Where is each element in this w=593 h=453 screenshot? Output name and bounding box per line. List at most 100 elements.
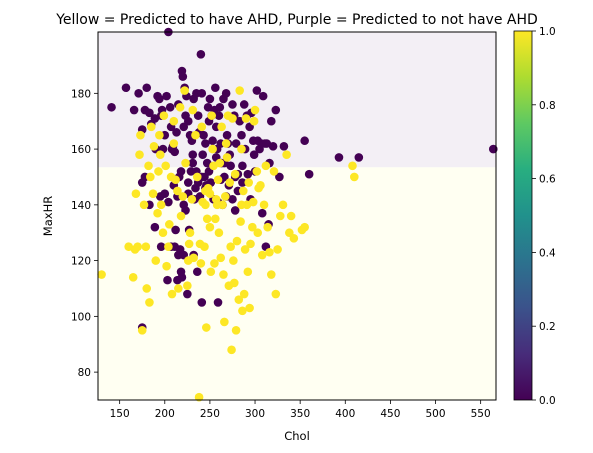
point-class-1 xyxy=(286,211,296,221)
point-class-1 xyxy=(142,284,152,293)
point-class-1 xyxy=(167,289,177,299)
point-class-1 xyxy=(164,242,173,251)
x-axis-ticks: 150 200 250 300 350 400 450 500 550 xyxy=(110,400,491,420)
colorbar-ticks: 0.0 0.2 0.4 0.6 0.8 1.0 xyxy=(532,26,556,407)
point-class-0 xyxy=(354,153,364,162)
point-class-1 xyxy=(210,259,219,268)
point-class-0 xyxy=(197,298,207,307)
point-class-0 xyxy=(198,150,207,159)
point-class-1 xyxy=(139,200,149,210)
point-class-0 xyxy=(238,161,247,171)
colorbar-tick-label: 0.2 xyxy=(539,321,556,333)
point-class-1 xyxy=(235,86,244,95)
point-class-1 xyxy=(148,189,158,198)
point-class-1 xyxy=(173,186,182,196)
point-class-1 xyxy=(201,200,210,210)
x-tick-label: 200 xyxy=(155,408,175,420)
x-tick-label: 450 xyxy=(380,408,400,420)
point-class-0 xyxy=(268,142,278,151)
decision-regions xyxy=(98,32,496,400)
point-class-1 xyxy=(238,306,247,316)
y-tick-label: 120 xyxy=(71,256,91,268)
point-class-1 xyxy=(221,139,231,148)
point-class-1 xyxy=(208,144,217,154)
point-class-0 xyxy=(193,111,203,120)
point-class-0 xyxy=(178,72,188,81)
y-tick-label: 140 xyxy=(71,200,91,212)
point-class-1 xyxy=(135,150,144,159)
point-class-1 xyxy=(153,208,162,218)
point-class-0 xyxy=(334,153,344,162)
point-class-0 xyxy=(228,194,237,204)
point-class-1 xyxy=(180,86,189,95)
point-class-1 xyxy=(261,161,271,171)
point-class-1 xyxy=(252,167,262,176)
point-class-1 xyxy=(263,222,272,232)
point-class-0 xyxy=(275,172,284,182)
point-class-1 xyxy=(348,161,357,171)
point-class-1 xyxy=(176,211,186,221)
point-class-1 xyxy=(137,326,147,335)
point-class-1 xyxy=(222,153,232,162)
point-class-1 xyxy=(146,122,156,132)
point-class-0 xyxy=(222,130,232,140)
point-class-1 xyxy=(230,169,240,179)
point-class-1 xyxy=(189,253,198,263)
point-class-0 xyxy=(279,142,289,151)
point-class-0 xyxy=(249,150,259,159)
point-class-1 xyxy=(253,228,263,238)
point-class-1 xyxy=(191,130,200,140)
point-class-1 xyxy=(194,392,204,402)
point-class-0 xyxy=(228,100,237,109)
point-class-0 xyxy=(196,50,206,59)
point-class-0 xyxy=(171,225,180,235)
point-class-0 xyxy=(129,105,139,115)
point-class-1 xyxy=(237,200,246,210)
point-class-1 xyxy=(149,142,159,151)
x-tick-label: 150 xyxy=(110,408,130,420)
point-class-1 xyxy=(192,172,202,182)
point-class-1 xyxy=(169,116,179,126)
point-class-1 xyxy=(239,289,249,299)
point-class-1 xyxy=(171,175,180,185)
point-class-0 xyxy=(142,83,152,93)
point-class-1 xyxy=(169,139,179,148)
point-class-1 xyxy=(214,228,224,238)
point-class-0 xyxy=(231,139,241,148)
point-class-1 xyxy=(241,114,251,123)
point-class-0 xyxy=(239,100,249,109)
point-class-1 xyxy=(250,105,260,115)
y-tick-label: 160 xyxy=(71,144,91,156)
point-class-0 xyxy=(266,116,276,126)
point-class-1 xyxy=(269,167,279,176)
point-class-1 xyxy=(136,130,145,140)
point-class-0 xyxy=(163,275,172,285)
point-class-1 xyxy=(145,298,154,307)
point-class-1 xyxy=(282,150,291,159)
point-class-1 xyxy=(228,114,237,123)
point-class-1 xyxy=(243,267,253,277)
point-class-1 xyxy=(197,122,207,132)
point-class-1 xyxy=(218,200,227,210)
point-class-0 xyxy=(304,169,314,179)
point-class-0 xyxy=(192,267,202,277)
point-class-1 xyxy=(276,211,285,221)
point-class-1 xyxy=(215,158,225,168)
point-class-1 xyxy=(154,167,163,176)
point-class-1 xyxy=(128,273,138,282)
point-class-1 xyxy=(202,214,212,224)
point-class-1 xyxy=(231,326,241,335)
point-class-1 xyxy=(226,242,235,251)
point-class-1 xyxy=(217,122,226,132)
point-class-0 xyxy=(271,105,281,115)
plot-frame xyxy=(97,31,497,401)
chart-title: Yellow = Predicted to have AHD, Purple =… xyxy=(55,12,538,28)
point-class-0 xyxy=(211,83,220,93)
point-class-1 xyxy=(219,270,228,279)
point-class-1 xyxy=(234,295,244,304)
point-class-1 xyxy=(144,161,153,171)
x-tick-label: 500 xyxy=(426,408,446,420)
x-tick-label: 400 xyxy=(335,408,355,420)
colorbar-tick-label: 0.6 xyxy=(539,174,556,186)
point-class-0 xyxy=(155,94,164,104)
